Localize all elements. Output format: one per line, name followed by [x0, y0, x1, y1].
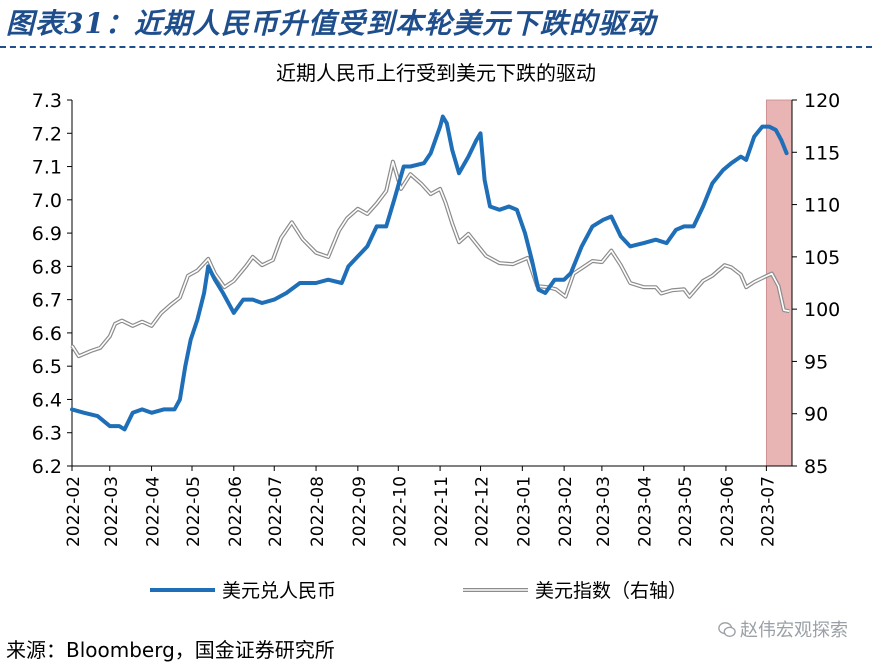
x-tick-label: 2023-04 [636, 476, 656, 547]
y-right-tick-label: 110 [804, 195, 840, 217]
x-tick-label: 2022-03 [102, 476, 122, 547]
x-tick-label: 2022-08 [308, 476, 328, 547]
x-tick-label: 2023-01 [514, 476, 534, 547]
x-tick-label: 2023-06 [718, 476, 738, 547]
y-left-tick-label: 7.2 [32, 123, 62, 145]
x-tick-label: 2022-07 [266, 476, 286, 547]
x-tick-label: 2023-03 [594, 476, 614, 547]
y-right-tick-label: 100 [804, 299, 840, 321]
x-tick-label: 2022-02 [64, 476, 84, 547]
y-right-tick-label: 90 [804, 404, 828, 426]
source-note: 来源：Bloomberg，国金证券研究所 [6, 638, 335, 662]
x-tick-label: 2022-12 [473, 476, 493, 547]
y-right-tick-label: 115 [804, 142, 840, 164]
figure-title: 图表31：近期人民币升值受到本轮美元下跌的驱动 [6, 7, 656, 40]
highlight-band [765, 99, 793, 467]
series-line-dxy-outline [70, 159, 790, 359]
chart-title: 近期人民币上行受到美元下跌的驱动 [276, 61, 596, 85]
y-left-tick-label: 7.1 [32, 157, 62, 179]
wechat-icon [718, 622, 736, 637]
watermark: 赵伟宏观探索 [718, 616, 848, 642]
y-right-tick-label: 95 [804, 351, 828, 373]
y-right-tick-label: 105 [804, 247, 840, 269]
chart: 近期人民币上行受到美元下跌的驱动 6.2 6.3 6.4 6.5 6.6 6.7 6.8 6.… [32, 61, 840, 602]
y-left-tick-label: 6.7 [32, 290, 62, 312]
y-left-tick-label: 6.9 [32, 223, 62, 245]
y-right-tick-label: 85 [804, 456, 828, 478]
x-tick-label: 2022-05 [184, 476, 204, 547]
y-left-tick-label: 6.6 [32, 323, 62, 345]
y-left-tick-label: 7.3 [32, 90, 62, 112]
y-left-tick-label: 6.8 [32, 256, 62, 278]
y-left-tick-label: 7.0 [32, 190, 62, 212]
y-left-tick-label: 6.3 [32, 423, 62, 445]
x-tick-label: 2022-11 [432, 476, 452, 547]
x-tick-label: 2022-10 [390, 476, 410, 547]
y-left-tick-label: 6.4 [32, 389, 62, 411]
x-tick-label: 2022-09 [350, 476, 370, 547]
x-tick-label: 2023-02 [556, 476, 576, 547]
watermark-text: 赵伟宏观探索 [740, 620, 848, 641]
x-tick-label: 2023-05 [676, 476, 696, 547]
y-left-tick-label: 6.5 [32, 356, 62, 378]
x-tick-label: 2023-07 [758, 476, 778, 547]
title-divider [0, 46, 872, 48]
y-left-tick-label: 6.2 [32, 456, 62, 478]
x-tick-label: 2022-04 [144, 476, 164, 547]
series-line-usdcny [70, 114, 789, 432]
x-tick-label: 2022-06 [226, 476, 246, 547]
y-right-tick-label: 120 [804, 90, 840, 112]
legend-label-usdcny: 美元兑人民币 [222, 580, 336, 602]
legend-label-dxy: 美元指数（右轴） [535, 580, 687, 602]
series-line-dxy [71, 160, 790, 358]
